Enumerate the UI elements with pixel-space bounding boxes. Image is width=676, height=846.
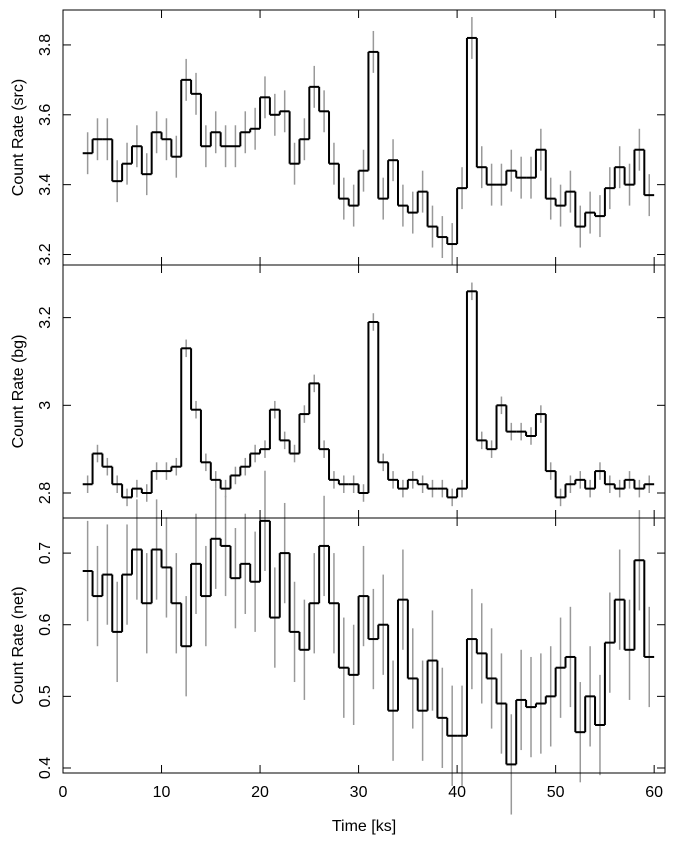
x-tick-label: 20: [251, 784, 269, 801]
y-tick-label: 3.2: [37, 243, 54, 265]
x-tick-label: 0: [59, 784, 68, 801]
y-tick-label: 0.6: [37, 614, 54, 636]
x-axis-label: Time [ks]: [332, 818, 396, 835]
plot-frame: [62, 9, 666, 266]
x-tick-label: 10: [153, 784, 171, 801]
y-tick-label: 0.5: [37, 685, 54, 707]
y-tick-label: 3.8: [37, 34, 54, 56]
y-tick-label: 3: [37, 401, 54, 410]
y-axis-label: Count Rate (net): [10, 586, 27, 704]
x-tick-label: 60: [645, 784, 663, 801]
y-tick-label: 0.4: [37, 757, 54, 779]
y-axis-label: Count Rate (bg): [10, 335, 27, 449]
y-tick-label: 3.6: [37, 104, 54, 126]
x-tick-label: 40: [448, 784, 466, 801]
y-axis-label: Count Rate (src): [10, 79, 27, 196]
y-tick-label: 3.2: [37, 306, 54, 328]
y-tick-label: 3.4: [37, 173, 54, 195]
x-tick-label: 30: [350, 784, 368, 801]
y-tick-label: 2.8: [37, 482, 54, 504]
plot-frame: [62, 517, 666, 774]
y-tick-label: 0.7: [37, 542, 54, 564]
x-tick-label: 50: [547, 784, 565, 801]
